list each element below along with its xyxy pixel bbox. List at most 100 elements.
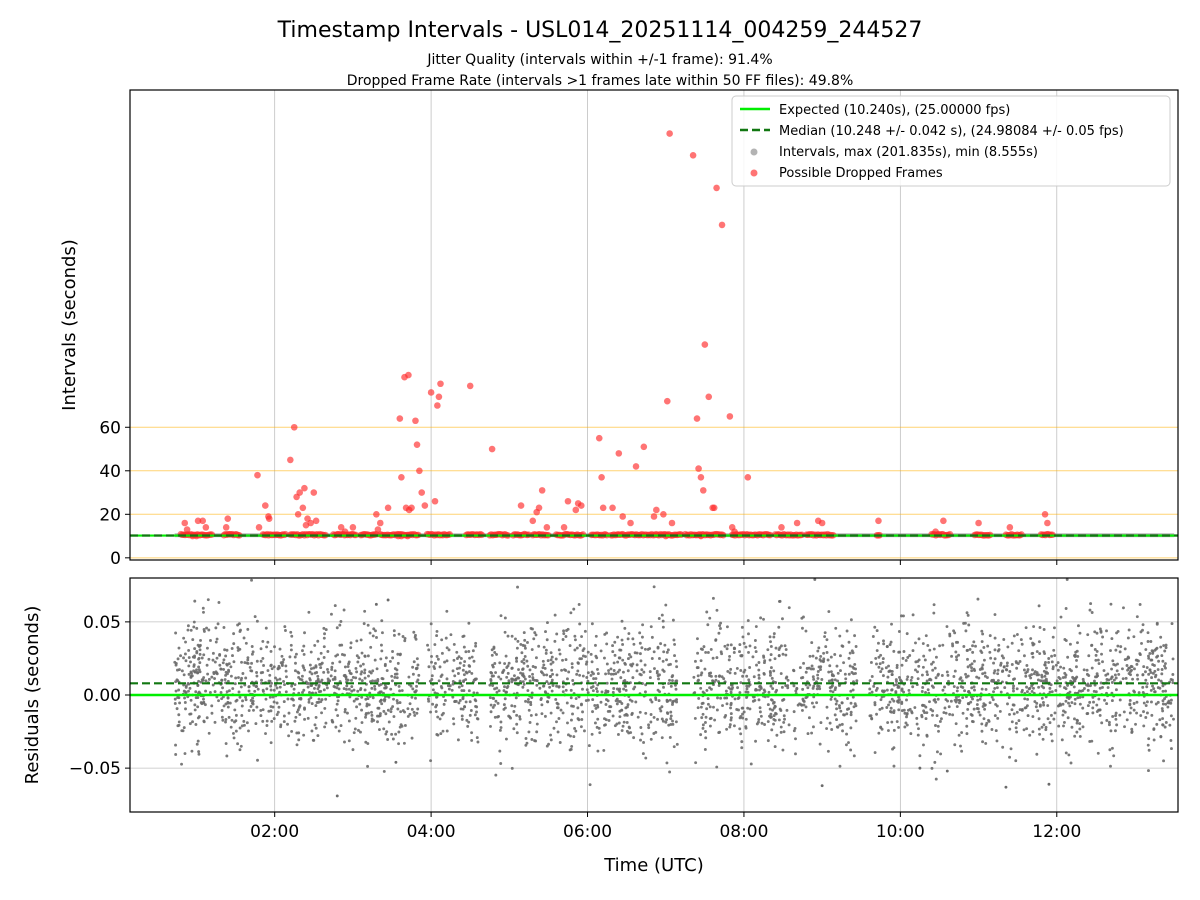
residual-point [719, 696, 723, 700]
residual-point [944, 711, 948, 715]
residual-point [455, 650, 459, 654]
residual-point [435, 629, 439, 633]
residual-point [838, 764, 842, 768]
residual-point [1106, 686, 1110, 689]
residual-point [917, 727, 920, 731]
residual-point [224, 718, 228, 721]
residual-point [286, 697, 290, 701]
dropped-frame-point [374, 526, 382, 533]
residual-point [298, 713, 302, 717]
residual-point [639, 673, 643, 677]
residual-point [813, 578, 817, 581]
residual-point [176, 657, 180, 661]
residual-point [540, 703, 544, 707]
residual-point [431, 702, 435, 706]
residual-point [515, 646, 519, 650]
residual-point [1031, 668, 1034, 672]
residual-point [807, 716, 811, 720]
residual-point [931, 668, 935, 672]
residual-point [838, 706, 842, 710]
residual-point [828, 721, 832, 725]
residual-point [1081, 725, 1085, 729]
residual-point [278, 677, 282, 681]
residual-point [360, 651, 364, 655]
residual-point [1105, 629, 1108, 633]
dropped-frame-point [579, 531, 587, 538]
residual-point [709, 674, 713, 678]
residual-point [1058, 684, 1062, 688]
residual-point [264, 732, 267, 735]
residual-point [925, 711, 929, 715]
residual-point [771, 687, 775, 690]
residual-point [403, 639, 407, 643]
residual-point [811, 667, 815, 671]
residual-point [738, 727, 742, 731]
residual-point [465, 671, 469, 675]
residual-point [207, 628, 211, 632]
residual-point [295, 731, 299, 735]
residual-point [958, 699, 962, 703]
residual-point [200, 678, 204, 682]
residual-point [255, 659, 259, 663]
residual-point [712, 705, 715, 709]
residual-point [655, 669, 659, 673]
residual-point [1104, 673, 1108, 677]
residual-point [829, 655, 833, 659]
residual-point [1116, 662, 1119, 666]
residual-point [842, 661, 846, 665]
residual-point [499, 614, 503, 618]
residual-point [464, 678, 468, 681]
residual-point [224, 673, 228, 677]
residual-point [490, 674, 494, 678]
residual-point [213, 690, 217, 694]
residual-point [439, 685, 443, 688]
residual-point [564, 635, 568, 638]
residual-point [762, 654, 765, 658]
residual-point [708, 705, 712, 709]
residual-point [1114, 648, 1118, 652]
residual-point [1037, 640, 1041, 644]
residual-point [334, 708, 338, 712]
residual-point [665, 718, 668, 722]
residual-point [270, 667, 274, 671]
residual-point [1022, 654, 1026, 658]
residual-point [971, 720, 975, 724]
residual-point [1138, 603, 1142, 606]
residual-point [707, 672, 711, 675]
residual-point [219, 691, 223, 694]
residual-point [916, 677, 920, 681]
residual-point [496, 701, 500, 705]
residual-point [186, 624, 190, 628]
residual-point [931, 709, 935, 713]
residual-point [301, 649, 304, 653]
residual-point [259, 647, 263, 651]
residual-point [729, 690, 733, 694]
residual-point [396, 661, 400, 665]
residual-point [385, 669, 389, 672]
residual-point [1074, 650, 1078, 654]
residual-point [675, 742, 679, 746]
residual-point [534, 665, 537, 669]
residual-point [288, 655, 292, 659]
residual-point [462, 673, 466, 677]
residual-point [1044, 679, 1048, 683]
residual-point [569, 688, 573, 692]
residual-point [289, 643, 293, 647]
residual-point [526, 700, 530, 704]
residual-point [502, 668, 506, 672]
residual-point [1149, 640, 1153, 643]
residual-point [1169, 714, 1173, 718]
residual-point [931, 660, 935, 664]
residual-point [1171, 657, 1175, 661]
residual-point [903, 725, 907, 729]
residual-point [1158, 718, 1162, 722]
residual-point [783, 644, 787, 648]
residual-point [811, 654, 815, 658]
residual-point [696, 666, 700, 670]
residual-point [529, 626, 533, 630]
residual-point [594, 634, 598, 638]
residual-point [720, 652, 724, 656]
residual-point [920, 673, 924, 677]
residual-point [1125, 664, 1129, 667]
residual-point [494, 699, 498, 703]
